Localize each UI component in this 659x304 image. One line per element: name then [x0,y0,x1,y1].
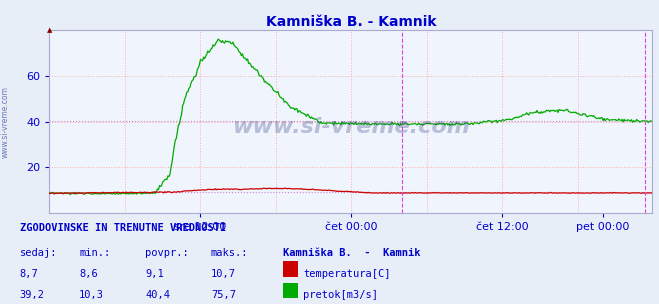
Text: ▶: ▶ [0,303,1,304]
Text: 40,4: 40,4 [145,290,170,300]
Text: 8,7: 8,7 [20,269,38,279]
Text: Kamniška B.  -  Kamnik: Kamniška B. - Kamnik [283,248,421,258]
Text: temperatura[C]: temperatura[C] [303,269,391,279]
Text: www.si-vreme.com: www.si-vreme.com [232,117,470,137]
Text: 10,7: 10,7 [211,269,236,279]
Text: ZGODOVINSKE IN TRENUTNE VREDNOSTI: ZGODOVINSKE IN TRENUTNE VREDNOSTI [20,223,226,233]
Text: 75,7: 75,7 [211,290,236,300]
Text: sedaj:: sedaj: [20,248,57,258]
Text: 10,3: 10,3 [79,290,104,300]
Title: Kamniška B. - Kamnik: Kamniška B. - Kamnik [266,15,436,29]
Text: maks.:: maks.: [211,248,248,258]
Text: 8,6: 8,6 [79,269,98,279]
Text: 9,1: 9,1 [145,269,163,279]
Text: www.si-vreme.com: www.si-vreme.com [1,86,10,157]
Text: pretok[m3/s]: pretok[m3/s] [303,290,378,300]
Text: min.:: min.: [79,248,110,258]
Text: 39,2: 39,2 [20,290,45,300]
Text: ▲: ▲ [47,27,52,33]
Text: povpr.:: povpr.: [145,248,188,258]
